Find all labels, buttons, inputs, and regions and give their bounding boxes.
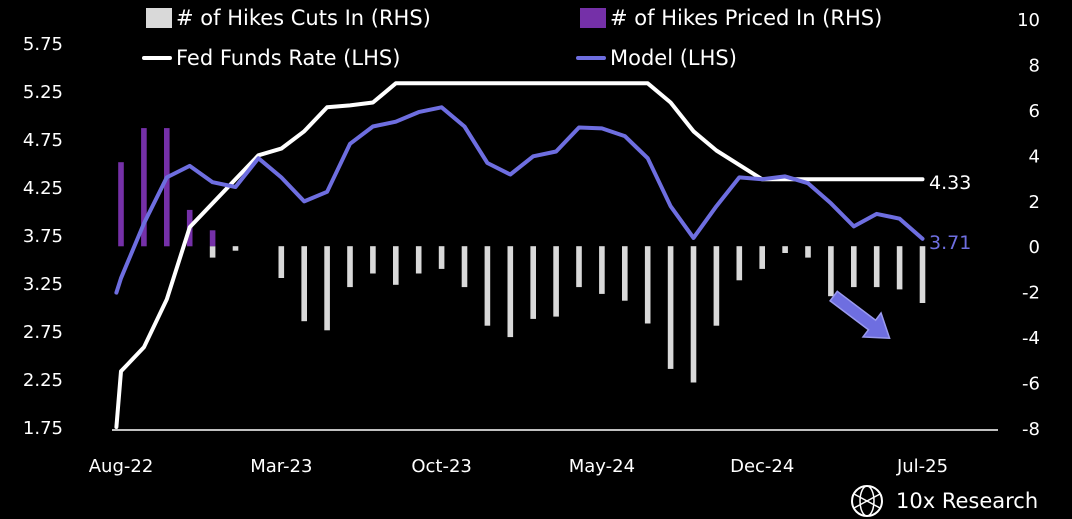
brand-name: 10x Research [896,489,1039,513]
legend-swatch-hikes-cuts [146,8,172,28]
right-tick-label: 8 [1029,55,1040,76]
legend-fed-funds: Fed Funds Rate (LHS) [142,46,400,70]
bar-hikes-priced-1 [141,128,147,247]
bar-hikes-cuts-24 [782,246,788,253]
bar-hikes-cuts-2 [278,246,285,278]
bar-hikes-cuts-16 [599,246,605,294]
bar-hikes-cuts-0 [209,246,216,258]
right-tick-label: 2 [1029,192,1040,213]
bar-hikes-cuts-7 [393,246,399,285]
bar-hikes-priced-0 [118,162,124,247]
bar-hikes-cuts-10 [461,246,468,288]
end-label-fed-funds: 4.33 [929,172,971,194]
end-label-model: 3.71 [929,232,971,254]
bar-hikes-cuts-6 [370,246,376,274]
bar-hikes-cuts-3 [301,246,307,322]
x-tick-label: Dec-24 [730,456,794,477]
downward-arrow [829,290,891,340]
x-tick-label: May-24 [569,456,635,477]
lines-layer [114,81,925,429]
brand: 10x Research [850,484,1038,518]
bar-hikes-cuts-15 [576,246,582,288]
bar-hikes-cuts-22 [736,246,743,281]
right-tick-label: 6 [1029,101,1040,122]
legend-label-fed-funds: Fed Funds Rate (LHS) [176,46,401,70]
left-tick-label: 1.75 [23,418,63,439]
bar-hikes-cuts-30 [919,246,926,303]
legend-label-hikes-cuts: # of Hikes Cuts In (RHS) [176,6,431,30]
left-tick-label: 4.25 [23,178,63,199]
right-tick-label: -4 [1022,328,1040,349]
right-tick-label: -8 [1022,419,1040,440]
bar-hikes-cuts-26 [828,246,834,297]
bar-hikes-cuts-19 [667,246,674,369]
bar-hikes-priced-2 [164,128,170,247]
bar-hikes-cuts-23 [759,246,765,269]
bar-hikes-cuts-5 [347,246,353,288]
legend-swatch-model [576,56,606,60]
bar-hikes-cuts-14 [553,246,559,317]
right-tick-label: 4 [1029,146,1040,167]
bar-hikes-cuts-1 [232,246,239,251]
bar-hikes-cuts-20 [690,246,697,383]
bar-hikes-cuts-12 [507,246,514,338]
left-tick-label: 2.25 [23,370,63,391]
bar-hikes-cuts-25 [805,246,811,258]
bar-hikes-priced-4 [209,230,216,247]
left-tick-label: 5.75 [23,34,63,55]
bar-hikes-cuts-27 [851,246,857,288]
left-tick-label: 5.25 [23,82,63,103]
bar-hikes-cuts-28 [873,246,880,288]
bar-hikes-cuts-11 [484,246,491,326]
legend-swatch-hikes-priced [580,8,606,28]
bar-hikes-cuts-9 [438,246,445,269]
left-axis-ticks: 5.75 5.25 4.75 4.25 3.75 3.25 2.75 2.25 1.75 [23,34,63,439]
x-tick-label: Aug-22 [89,456,154,477]
bar-hikes-cuts-8 [415,246,422,274]
x-axis-ticks: Aug-22 Mar-23 Oct-23 May-24 Dec-24 Jul-25 [89,456,948,477]
legend-hikes-priced: # of Hikes Priced In (RHS) [580,6,882,30]
right-tick-label: 10 [1017,10,1040,31]
fed-funds-line [114,81,925,429]
bar-hikes-cuts-18 [644,246,651,324]
legend-label-hikes-priced: # of Hikes Priced In (RHS) [610,6,883,30]
globe-logo-icon [851,485,883,517]
right-tick-label: -6 [1022,374,1040,395]
left-tick-label: 3.25 [23,274,63,295]
legend-label-model: Model (LHS) [610,46,737,70]
bar-hikes-cuts-13 [530,246,536,319]
legend-swatch-fed-funds [142,56,172,60]
x-tick-label: Jul-25 [896,456,948,477]
model-line [114,105,925,295]
bar-hikes-cuts-17 [622,246,628,301]
bar-hikes-cuts-29 [896,246,903,290]
legend-hikes-cuts: # of Hikes Cuts In (RHS) [146,6,431,30]
x-tick-label: Oct-23 [411,456,472,477]
right-tick-label: -2 [1022,283,1040,304]
left-tick-label: 4.75 [23,130,63,151]
bar-hikes-cuts-21 [713,246,720,326]
left-tick-label: 3.75 [23,226,63,247]
legend-model: Model (LHS) [576,46,737,70]
bar-hikes-cuts-4 [324,246,330,331]
x-tick-label: Mar-23 [250,456,312,477]
right-axis-ticks: 10 8 6 4 2 0 -2 -4 -6 -8 [1017,10,1040,440]
right-tick-label: 0 [1029,237,1040,258]
left-tick-label: 2.75 [23,322,63,343]
